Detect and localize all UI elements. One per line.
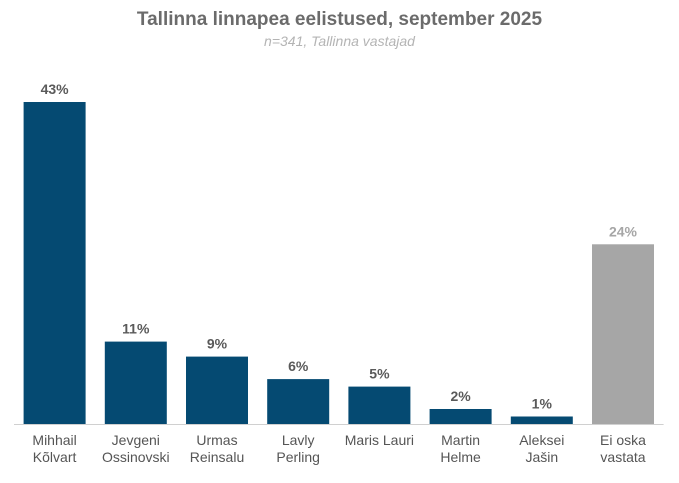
value-label-1: 11%	[122, 321, 150, 337]
category-label-7-1: vastata	[600, 449, 645, 465]
bar-6	[510, 416, 573, 424]
category-label-7-0: Ei oska	[600, 432, 646, 448]
chart-subtitle: n=341, Tallinna vastajad	[264, 33, 415, 49]
chart-title: Tallinna linnapea eelistused, september …	[136, 9, 543, 30]
category-label-0-1: Kõlvart	[33, 449, 77, 465]
bar-5	[429, 409, 492, 424]
category-label-6-0: Aleksei	[519, 432, 564, 448]
value-label-2: 9%	[207, 336, 228, 352]
category-label-2-0: Urmas	[196, 432, 237, 448]
category-label-3-0: Lavly	[282, 432, 315, 448]
value-label-5: 2%	[450, 388, 471, 404]
value-label-7: 24%	[609, 223, 638, 239]
value-label-6: 1%	[532, 396, 553, 412]
category-label-0-0: Mihhail	[32, 432, 76, 448]
bar-4	[348, 386, 411, 424]
category-label-2-1: Reinsalu	[190, 449, 244, 465]
category-label-4-0: Maris Lauri	[345, 432, 414, 448]
category-label-1-0: Jevgeni	[112, 432, 160, 448]
bar-3	[267, 379, 330, 424]
category-label-6-1: Jašin	[525, 449, 558, 465]
bar-0	[23, 102, 86, 424]
value-label-3: 6%	[288, 358, 309, 374]
bar-7	[592, 244, 654, 424]
value-label-4: 5%	[369, 366, 390, 382]
bar-1	[104, 341, 167, 424]
category-label-3-1: Perling	[276, 449, 320, 465]
category-label-5-1: Helme	[440, 449, 481, 465]
bar-2	[186, 356, 248, 424]
value-label-0: 43%	[41, 81, 70, 97]
category-label-1-1: Ossinovski	[102, 449, 170, 465]
category-label-5-0: Martin	[441, 432, 480, 448]
